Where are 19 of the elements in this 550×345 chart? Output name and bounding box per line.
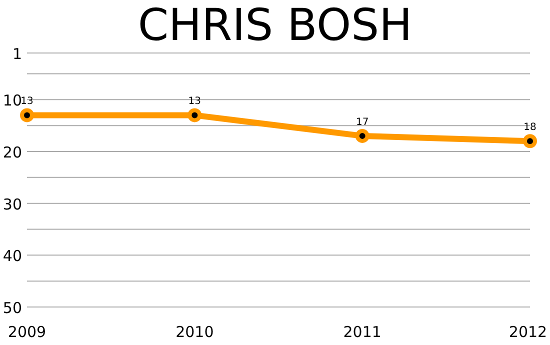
data-label: 13 — [20, 96, 34, 108]
x-tick-label: 2009 — [8, 323, 46, 341]
chart-title: CHRIS BOSH — [138, 0, 412, 51]
point — [188, 108, 202, 122]
point — [20, 108, 34, 122]
data-label: 18 — [524, 122, 536, 134]
y-tick-label: 40 — [2, 247, 22, 266]
point — [523, 134, 537, 148]
x-tick-label: 2010 — [176, 323, 214, 341]
x-tick-label: 2012 — [508, 323, 548, 341]
point — [355, 128, 370, 143]
y-tick-label: 50 — [2, 299, 22, 317]
data-label: 13 — [188, 96, 202, 108]
y-tick-label: 1 — [12, 45, 22, 63]
data-label: 17 — [356, 116, 369, 128]
x-tick-label: 2011 — [343, 323, 382, 341]
y-tick-label: 10 — [2, 92, 22, 110]
y-tick-label: 30 — [2, 195, 22, 214]
y-tick-label: 20 — [2, 143, 22, 162]
